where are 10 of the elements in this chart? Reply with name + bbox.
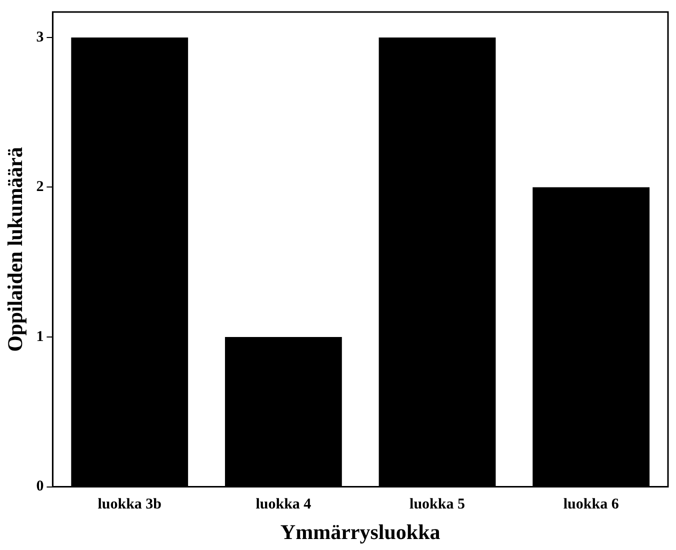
- y-tick-label: 3: [36, 29, 44, 46]
- x-axis-title: Ymmärrysluokka: [280, 520, 441, 544]
- y-tick-label: 2: [36, 179, 44, 196]
- y-tick-label: 1: [36, 328, 44, 345]
- x-tick-label: luokka 6: [563, 496, 620, 513]
- x-tick-label: luokka 5: [410, 496, 465, 513]
- y-tick-label: 0: [36, 478, 44, 495]
- y-axis-title: Oppilaiden lukumäärä: [3, 146, 28, 352]
- x-tick-label: luokka 3b: [98, 496, 162, 513]
- x-tick-label: luokka 4: [256, 496, 312, 513]
